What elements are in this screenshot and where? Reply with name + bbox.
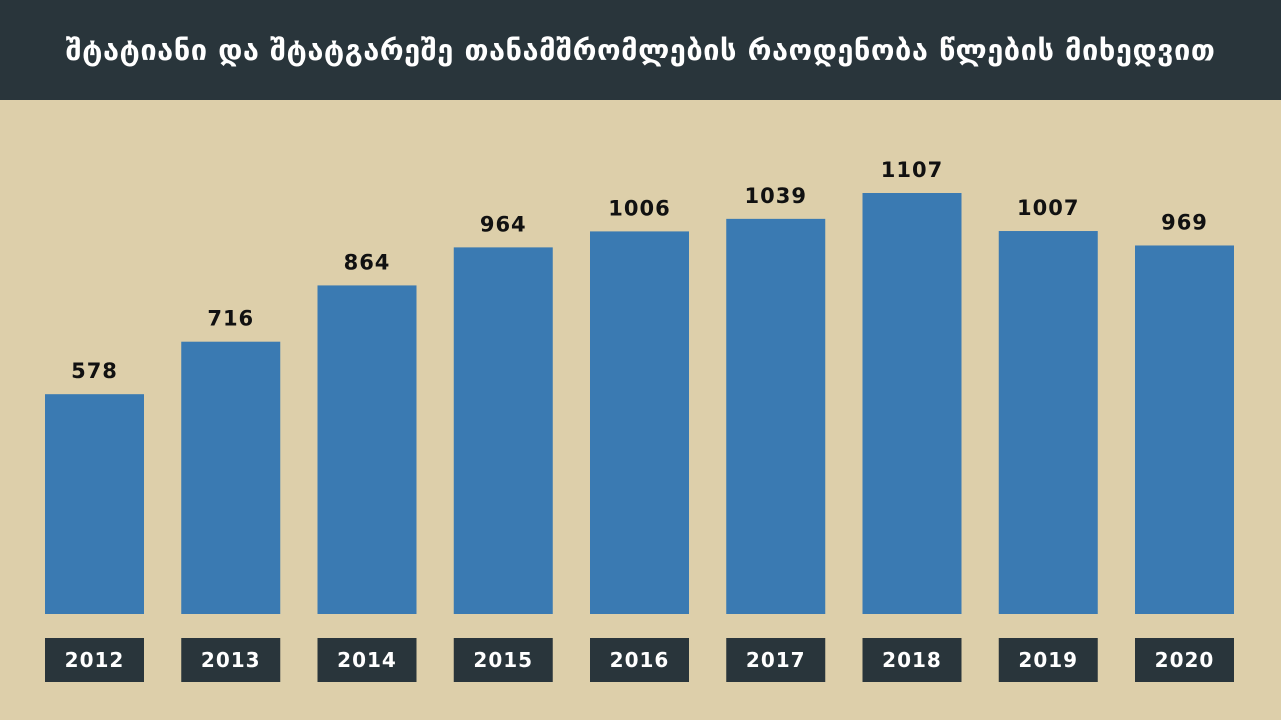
- bar-group-2013: 716 2013: [181, 307, 281, 682]
- category-label: 2014: [337, 648, 397, 672]
- bar-group-2017: 1039 2017: [726, 184, 826, 682]
- category-box: [45, 638, 144, 682]
- category-box: [1135, 638, 1234, 682]
- value-label: 1007: [1017, 196, 1079, 220]
- bar-group-2012: 578 2012: [45, 359, 144, 682]
- category-box: [590, 638, 689, 682]
- category-box: [453, 638, 553, 682]
- category-label: 2019: [1018, 648, 1078, 672]
- bar-group-2016: 1006 2016: [590, 196, 689, 682]
- bar-group-2018: 1107 2018: [862, 158, 962, 682]
- value-label: 716: [207, 307, 254, 331]
- value-label: 1107: [881, 158, 943, 182]
- category-label: 2017: [746, 648, 806, 672]
- bar: [862, 193, 962, 614]
- header-bar: [0, 0, 1281, 100]
- category-label: 2015: [473, 648, 533, 672]
- value-label: 864: [344, 250, 391, 274]
- category-label: 2012: [65, 648, 125, 672]
- chart-title: შტატიანი და შტატგარეშე თანამშრომლების რა…: [65, 33, 1216, 67]
- bar: [453, 247, 553, 615]
- category-box: [998, 638, 1098, 682]
- value-label: 1006: [608, 196, 670, 220]
- bar: [726, 218, 826, 614]
- bar-group-2015: 964 2015: [453, 212, 553, 682]
- value-label: 578: [71, 359, 118, 383]
- category-label: 2016: [610, 648, 670, 672]
- value-label: 969: [1161, 210, 1208, 234]
- bar: [1135, 245, 1234, 614]
- category-box: [726, 638, 826, 682]
- bar: [998, 231, 1098, 615]
- category-box: [317, 638, 417, 682]
- category-box: [181, 638, 281, 682]
- bar-group-2014: 864 2014: [317, 250, 417, 682]
- bar: [181, 341, 281, 614]
- category-label: 2013: [201, 648, 261, 672]
- bar-group-2020: 969 2020: [1135, 210, 1234, 682]
- value-label: 964: [480, 212, 527, 236]
- bar: [317, 285, 417, 614]
- category-label: 2020: [1155, 648, 1215, 672]
- bar-group-2019: 1007 2019: [998, 196, 1098, 682]
- category-label: 2018: [882, 648, 942, 672]
- bar: [45, 394, 144, 614]
- value-label: 1039: [745, 184, 807, 208]
- category-box: [862, 638, 962, 682]
- bar: [590, 231, 689, 615]
